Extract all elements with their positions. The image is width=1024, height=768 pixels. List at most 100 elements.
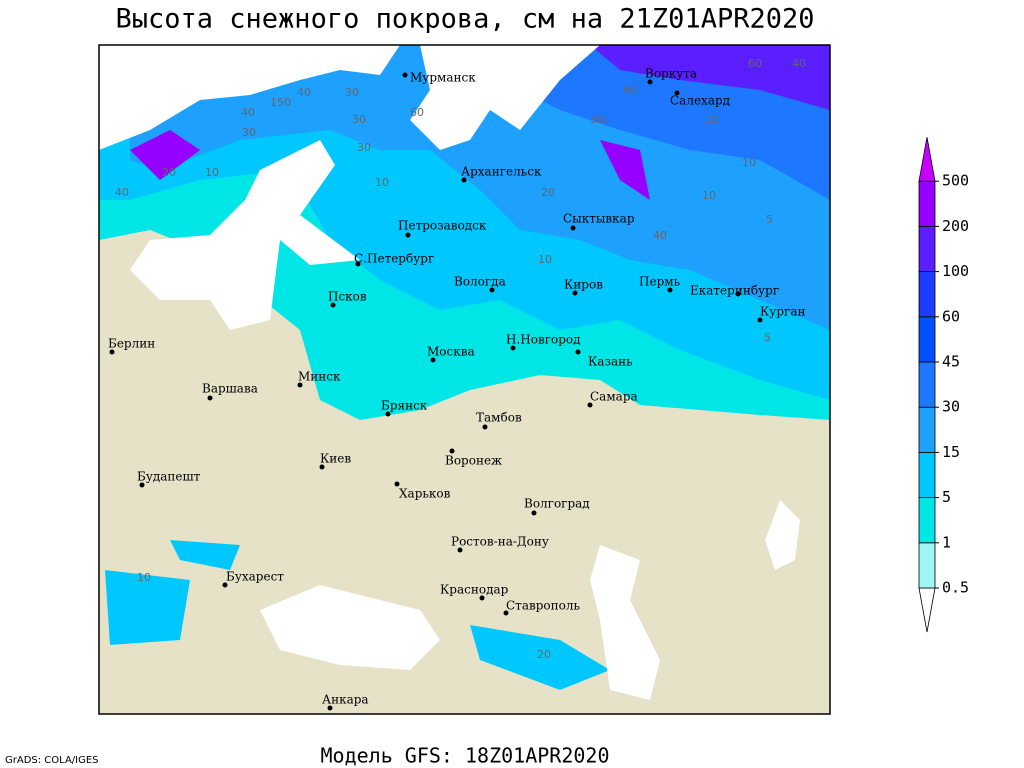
colorbar-label: 30 — [942, 398, 960, 416]
colorbar-segment — [918, 271, 936, 318]
city-dot — [330, 302, 336, 308]
city-label: Минск — [298, 370, 341, 384]
snow-south — [105, 540, 610, 690]
city-label: Вологда — [454, 275, 506, 289]
colorbar-segment — [918, 361, 936, 408]
colorbar-segment — [918, 316, 936, 363]
colorbar-segment — [918, 451, 936, 498]
city-label: Архангельск — [461, 165, 542, 179]
city-dot — [757, 317, 763, 323]
city-label: Петрозаводск — [398, 219, 487, 233]
contour-label: 40 — [297, 86, 311, 99]
city-dot — [405, 232, 411, 238]
barents-white-sea — [410, 45, 600, 150]
contour-label: 60 — [623, 83, 637, 96]
contour-label: 10 — [742, 156, 756, 169]
black-sea — [260, 585, 440, 670]
city-label: Берлин — [108, 337, 155, 351]
sea-north — [99, 45, 400, 150]
city-label: Брянск — [381, 399, 428, 413]
colorbar-segment — [918, 180, 936, 227]
colorbar-label: 100 — [942, 262, 969, 280]
contour-label: 5 — [766, 213, 773, 226]
city-dot — [394, 481, 400, 487]
city-dot — [355, 261, 361, 267]
city-dot — [297, 382, 303, 388]
colorbar-label: 0.5 — [942, 579, 969, 597]
city-dot — [222, 582, 228, 588]
city-label: Харьков — [399, 487, 451, 501]
city-dot — [461, 177, 467, 183]
city-dot — [430, 357, 436, 363]
city-label: Тамбов — [476, 411, 522, 425]
city-label: Анкара — [322, 693, 369, 707]
city-label: Волгоград — [524, 497, 590, 511]
colorbar-label: 200 — [942, 217, 969, 235]
baltic-sea — [130, 140, 360, 330]
contour-label: 30 — [352, 113, 366, 126]
city-label: Воронеж — [445, 454, 502, 468]
caspian-sea — [590, 545, 660, 700]
contour-label: 10 — [205, 166, 219, 179]
city-label: Будапешт — [137, 470, 201, 484]
city-label: Киров — [564, 278, 603, 292]
city-label: Н.Новгород — [506, 333, 581, 347]
city-label: Ростов-на-Дону — [451, 535, 549, 549]
city-dot — [531, 510, 537, 516]
contour-label: 40 — [792, 57, 806, 70]
city-dot — [139, 482, 145, 488]
contour-label: 30 — [357, 141, 371, 154]
colorbar-segment — [918, 406, 936, 453]
city-label: Псков — [328, 290, 367, 304]
city-label: Москва — [427, 345, 475, 359]
city-dot — [207, 395, 213, 401]
colorbar-label: 60 — [942, 307, 960, 325]
contour-label: 20 — [537, 648, 551, 661]
city-label: Киев — [320, 452, 351, 466]
contour-label: 40 — [241, 106, 255, 119]
contour-label: 30 — [590, 113, 604, 126]
colorbar-label: 15 — [942, 443, 960, 461]
colorbar-end — [918, 587, 936, 633]
colorbar-label: 500 — [942, 172, 969, 190]
city-dot — [587, 402, 593, 408]
contour-label: 20 — [162, 166, 176, 179]
footer: Модель GFS: 18Z01APR2020 — [321, 744, 610, 768]
city-dot — [319, 464, 325, 470]
city-dot — [570, 225, 576, 231]
city-dot — [572, 290, 578, 296]
title: Высота снежного покрова, см на 21Z01APR2… — [116, 4, 815, 35]
city-dot — [647, 79, 653, 85]
city-label: Сыктывкар — [563, 212, 635, 226]
city-dot — [457, 547, 463, 553]
contour-label: 60 — [748, 57, 762, 70]
city-label: Воркута — [645, 67, 697, 81]
city-dot — [479, 595, 485, 601]
colorbar-label: 1 — [942, 533, 951, 551]
contour-labels: 60 40 60 20 30 20 10 10 40 40 150 40 30 … — [115, 57, 806, 661]
contour-label: 5 — [764, 331, 771, 344]
colorbar-label: 5 — [942, 488, 951, 506]
contour-label: 20 — [541, 186, 555, 199]
city-dot — [575, 349, 581, 355]
contour-label: 10 — [137, 571, 151, 584]
colorbar-segment — [918, 225, 936, 272]
colorbar-segment — [918, 542, 936, 589]
contour-label: 10 — [538, 253, 552, 266]
city-dot — [489, 287, 495, 293]
city-dot — [402, 72, 408, 78]
contour-label: 60 — [410, 106, 424, 119]
city-dot — [327, 705, 333, 711]
contour-label: 40 — [653, 229, 667, 242]
city-dot — [735, 291, 741, 297]
contour-label: 40 — [115, 186, 129, 199]
city-dot — [109, 349, 115, 355]
contour-label: 150 — [270, 96, 291, 109]
city-label: Бухарест — [226, 570, 284, 584]
colorbar-end — [918, 137, 936, 182]
city-label: Пермь — [639, 275, 681, 289]
city-dot — [482, 424, 488, 430]
